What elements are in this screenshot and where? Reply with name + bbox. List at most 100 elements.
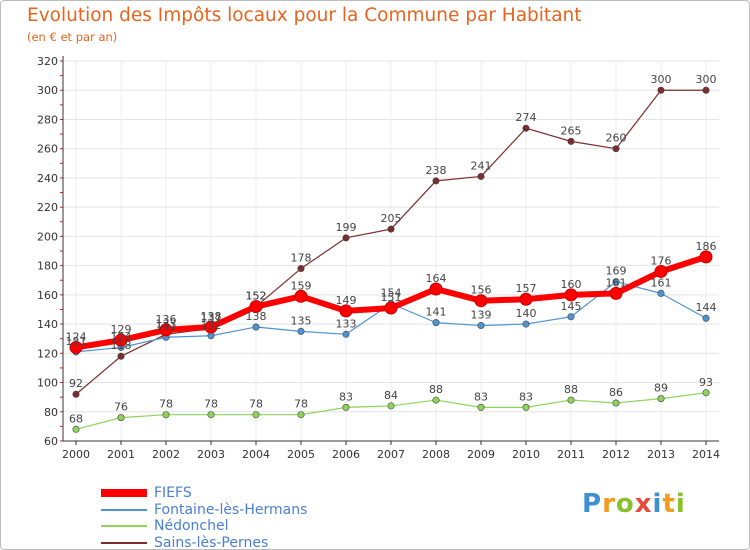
data-point [702, 314, 710, 322]
data-point [294, 289, 308, 303]
data-point [252, 323, 260, 331]
data-point [477, 403, 485, 411]
logo-letter: P [582, 489, 603, 519]
y-tick-label: 60 [44, 435, 58, 448]
data-label: 178 [291, 252, 312, 265]
logo-letter: r [602, 489, 616, 519]
data-label: 145 [561, 300, 582, 313]
data-label: 169 [606, 265, 627, 278]
data-point [297, 411, 305, 419]
logo-letter: x [634, 489, 653, 519]
y-tick-label: 200 [37, 230, 58, 243]
x-tick-label: 2012 [602, 448, 630, 461]
data-point [699, 250, 713, 264]
legend-label: Nédonchel [154, 518, 229, 534]
data-point [252, 411, 260, 419]
legend-swatch [101, 541, 147, 544]
chart-subtitle: (en € et par an) [27, 30, 118, 44]
data-label: 141 [426, 306, 447, 319]
data-point [477, 172, 485, 180]
data-point [432, 177, 440, 185]
data-label: 88 [564, 383, 578, 396]
data-label: 124 [111, 330, 132, 343]
data-label: 131 [156, 320, 177, 333]
data-label: 161 [651, 276, 672, 289]
data-point [474, 294, 488, 308]
data-label: 186 [696, 240, 717, 253]
data-label: 88 [429, 383, 443, 396]
data-point [117, 414, 125, 422]
proxiti-logo: Proxiti [582, 489, 686, 519]
data-label: 300 [651, 73, 672, 86]
x-tick-label: 2008 [422, 448, 450, 461]
data-label: 121 [66, 335, 87, 348]
data-point [609, 286, 623, 300]
data-point [204, 320, 218, 334]
data-point [612, 399, 620, 407]
data-point [657, 395, 665, 403]
data-point [429, 282, 443, 296]
x-tick-label: 2004 [242, 448, 270, 461]
y-tick-label: 320 [37, 55, 58, 68]
x-tick-label: 2007 [377, 448, 405, 461]
data-label: 274 [516, 111, 537, 124]
data-point [387, 402, 395, 410]
data-point [702, 389, 710, 397]
data-point [339, 304, 353, 318]
data-label: 118 [111, 339, 132, 352]
data-label: 89 [654, 382, 668, 395]
legend-label: FIEFS [154, 485, 192, 501]
x-tick-label: 2013 [647, 448, 675, 461]
data-label: 86 [609, 386, 623, 399]
data-point [567, 313, 575, 321]
y-tick-label: 100 [37, 377, 58, 390]
x-tick-label: 2011 [557, 448, 585, 461]
y-tick-label: 280 [37, 113, 58, 126]
data-label: 133 [156, 317, 177, 330]
y-tick-label: 220 [37, 201, 58, 214]
y-tick-label: 300 [37, 84, 58, 97]
x-tick-label: 2010 [512, 448, 540, 461]
data-point [657, 86, 665, 94]
x-tick-label: 2005 [287, 448, 315, 461]
y-tick-label: 180 [37, 260, 58, 273]
x-tick-label: 2006 [332, 448, 360, 461]
x-tick-label: 2000 [62, 448, 90, 461]
data-label: 160 [561, 278, 582, 291]
data-label: 129 [111, 323, 132, 336]
data-label: 176 [651, 254, 672, 267]
data-point [342, 234, 350, 242]
legend-swatch [101, 508, 147, 511]
data-point [612, 278, 620, 286]
data-point [702, 86, 710, 94]
data-point [654, 264, 668, 278]
data-label: 76 [114, 401, 128, 414]
data-label: 138 [246, 310, 267, 323]
data-label: 83 [519, 390, 533, 403]
data-point [69, 340, 83, 354]
data-label: 124 [66, 330, 87, 343]
data-label: 132 [201, 319, 222, 332]
y-tick-label: 120 [37, 347, 58, 360]
data-label: 159 [291, 279, 312, 292]
data-label: 156 [471, 284, 492, 297]
data-label: 137 [201, 311, 222, 324]
data-label: 154 [381, 287, 402, 300]
data-label: 92 [69, 377, 83, 390]
y-tick-label: 140 [37, 318, 58, 331]
data-point [162, 411, 170, 419]
data-point [564, 288, 578, 302]
data-point [297, 265, 305, 273]
data-point [72, 425, 80, 433]
data-label: 199 [336, 221, 357, 234]
data-point [117, 352, 125, 360]
data-label: 140 [516, 307, 537, 320]
data-label: 139 [471, 309, 492, 322]
data-point [342, 403, 350, 411]
legend-label: Fontaine-lès-Hermans [154, 501, 308, 518]
data-label: 241 [471, 159, 492, 172]
data-point [207, 411, 215, 419]
data-point [657, 289, 665, 297]
data-point [522, 320, 530, 328]
